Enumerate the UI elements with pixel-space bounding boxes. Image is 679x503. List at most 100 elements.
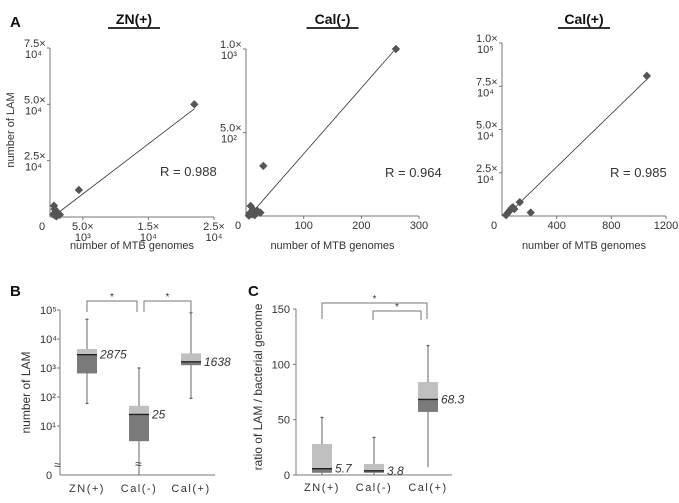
y-tick-label: 0 xyxy=(46,470,52,482)
x-tick-label: 0 xyxy=(39,221,45,233)
y-tick-label-exp: 10⁴ xyxy=(477,174,494,186)
x-tick-label: Cal(+) xyxy=(408,482,447,494)
x-axis-label: number of MTB genomes xyxy=(70,240,195,252)
x-tick-label: 300 xyxy=(410,220,428,232)
box-lower xyxy=(312,468,332,473)
y-tick-label: 5.0× xyxy=(24,94,46,106)
significance-marker: * xyxy=(166,292,170,303)
y-tick-label-exp: 10⁵ xyxy=(477,44,494,56)
data-point xyxy=(510,204,519,214)
y-tick-label: 5.0× xyxy=(476,120,498,132)
significance-bracket xyxy=(321,302,428,319)
y-tick-label-exp: 10⁴ xyxy=(477,87,494,99)
data-point xyxy=(190,100,199,109)
y-tick-label: 7.5× xyxy=(24,38,46,50)
axis-break-icon: ≈ xyxy=(135,457,142,471)
data-point xyxy=(52,212,61,221)
y-tick-label: 100 xyxy=(272,359,290,371)
x-tick-label: Cal(-) xyxy=(356,482,393,494)
y-tick-label: 0 xyxy=(284,470,290,482)
data-point xyxy=(501,210,511,220)
y-tick-label: 2.5× xyxy=(476,163,498,175)
x-tick-label-exp: 10³ xyxy=(75,232,91,244)
median-label: 25 xyxy=(151,407,166,421)
y-tick-label: 10³ xyxy=(40,363,56,375)
chart-title: Cal(+) xyxy=(564,11,603,27)
y-tick-label: 150 xyxy=(272,304,290,316)
chart-title: Cal(-) xyxy=(315,11,351,27)
box-lower xyxy=(418,399,438,412)
chart-title: ZN(+) xyxy=(116,11,152,27)
r-value-annotation: R = 0.988 xyxy=(160,164,217,179)
median-label: 3.8 xyxy=(387,464,404,478)
significance-marker: * xyxy=(110,292,114,303)
x-axis-label: number of MTB genomes xyxy=(270,240,395,252)
x-tick-label: ZN(+) xyxy=(304,482,340,494)
regression-line xyxy=(52,108,195,218)
box-upper xyxy=(364,463,384,471)
box-lower xyxy=(129,414,149,442)
data-point xyxy=(74,185,84,195)
x-tick-label: 400 xyxy=(547,220,565,232)
median-label: 1638 xyxy=(204,355,231,369)
y-tick-label: 10² xyxy=(40,392,56,404)
y-tick-label: 7.5× xyxy=(476,76,498,88)
data-point xyxy=(526,208,535,217)
y-tick-label-exp: 10² xyxy=(221,134,237,146)
x-tick-label: 2.5× xyxy=(203,221,225,233)
x-tick-label: 1.5× xyxy=(138,221,160,233)
x-tick-label-exp: 10⁴ xyxy=(140,232,157,244)
x-tick-label: 100 xyxy=(294,220,312,232)
box-lower xyxy=(364,470,384,473)
panel-label-a: A xyxy=(10,14,21,31)
data-point xyxy=(244,211,254,220)
median-label: 68.3 xyxy=(441,392,465,406)
x-axis-label: number of MTB genomes xyxy=(522,240,647,252)
x-tick-label: 0 xyxy=(235,220,241,232)
box-lower xyxy=(181,361,201,366)
data-point xyxy=(515,197,524,207)
x-tick-label: 800 xyxy=(602,220,620,232)
y-tick-label-exp: 10⁴ xyxy=(25,105,42,117)
x-tick-label: 200 xyxy=(352,220,370,232)
panel-label-b: B xyxy=(10,283,21,300)
y-axis-label: number of LAM xyxy=(19,351,33,433)
regression-line xyxy=(505,79,648,217)
y-tick-label: 10⁵ xyxy=(40,305,57,317)
x-tick-label: 1200 xyxy=(654,220,678,232)
box-upper xyxy=(129,405,149,415)
y-tick-label: 10¹ xyxy=(40,421,56,433)
median-label: 2875 xyxy=(99,348,127,362)
median-label: 5.7 xyxy=(335,462,353,476)
y-tick-label: 1.0× xyxy=(220,39,242,51)
regression-line xyxy=(250,49,396,215)
axis-break-icon: ≈ xyxy=(54,458,61,472)
y-tick-label: 2.5× xyxy=(24,151,46,163)
box-upper xyxy=(312,444,332,469)
box-plot-c: 0 50 100 150 ratio of LAM / bacterial genome… xyxy=(251,294,465,494)
y-tick-label-exp: 10⁴ xyxy=(477,131,494,143)
scatter-plot-2: Cal(-) 5.0×10² 1.0×10³ 0 100 200 300 number of … xyxy=(220,11,442,252)
box-plot-b: 0 10¹ 10² 10³ 10⁴ 10⁵ ≈ number of LAM ZN(+) Cal(-… xyxy=(19,292,231,495)
r-value-annotation: R = 0.964 xyxy=(385,165,442,180)
significance-bracket xyxy=(143,300,192,312)
y-axis-label: number of LAM xyxy=(5,92,17,167)
x-tick-label-exp: 10⁴ xyxy=(206,232,223,244)
data-point xyxy=(259,161,268,171)
x-tick-label: ZN(+) xyxy=(69,483,105,495)
box-upper xyxy=(181,353,201,362)
box-upper xyxy=(418,382,438,400)
y-tick-label: 5.0× xyxy=(220,123,242,135)
y-tick-label-exp: 10³ xyxy=(221,50,237,62)
y-tick-label-exp: 10⁴ xyxy=(25,49,42,61)
panel-label-c: C xyxy=(248,283,259,300)
y-axis-label: ratio of LAM / bacterial genome xyxy=(251,303,265,470)
x-tick-label: 5.0× xyxy=(72,221,94,233)
data-point xyxy=(642,71,652,81)
x-tick-label: Cal(-) xyxy=(121,483,158,495)
significance-marker: * xyxy=(373,294,377,305)
significance-marker: * xyxy=(395,302,399,313)
y-tick-label: 50 xyxy=(278,415,290,427)
